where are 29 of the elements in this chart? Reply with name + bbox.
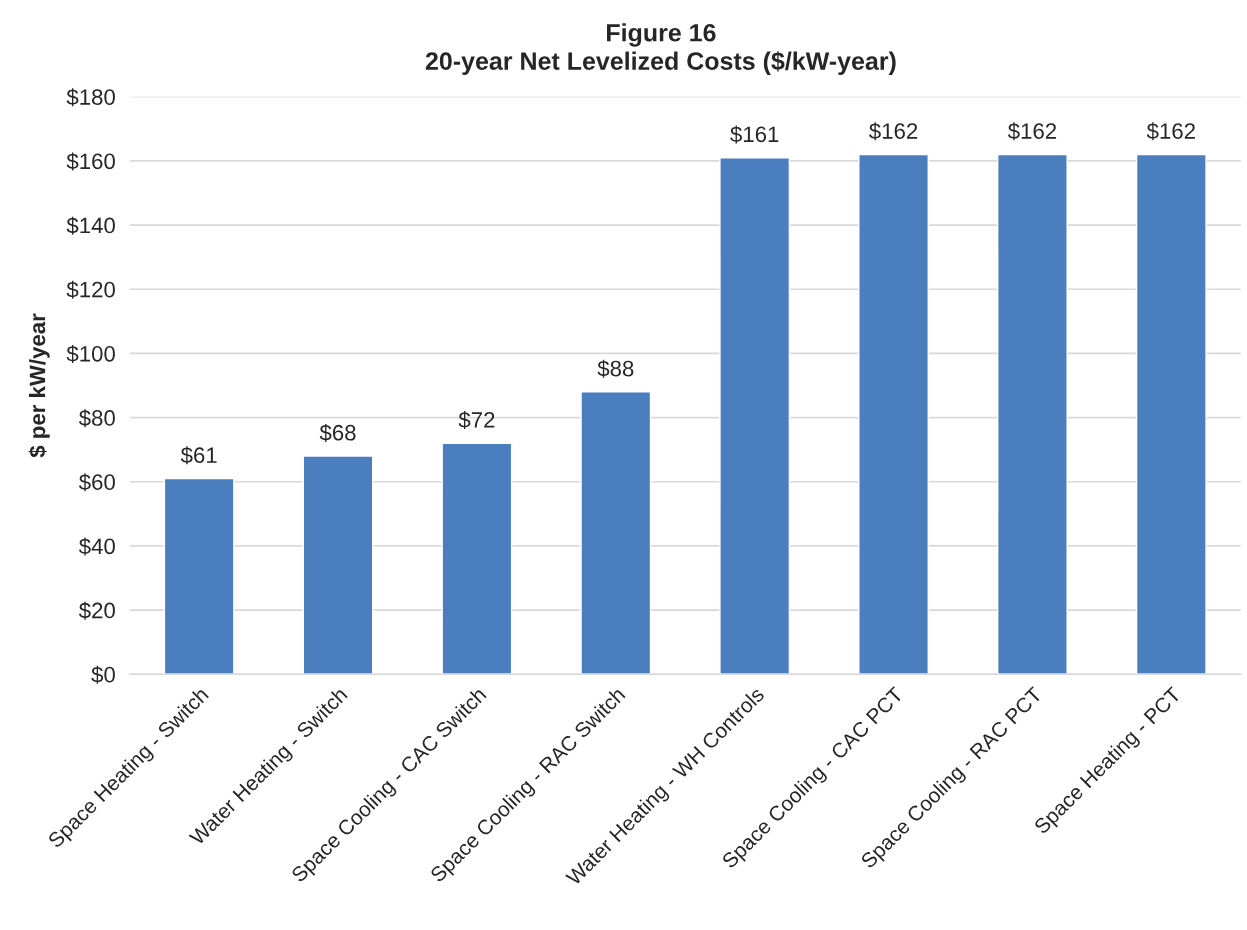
- y-tick-label: $100: [66, 345, 115, 363]
- chart-subtitle: 20-year Net Levelized Costs ($/kW-year): [425, 51, 896, 75]
- y-tick-label: $60: [78, 473, 115, 492]
- data-label: $88: [597, 359, 634, 378]
- data-label: $162: [869, 122, 918, 141]
- bar: [163, 477, 235, 675]
- data-label: $162: [1007, 122, 1057, 141]
- bar: [302, 455, 374, 675]
- bar: [1135, 153, 1207, 675]
- y-tick-label: $0: [91, 665, 115, 684]
- y-axis-title: $ per kW/year: [28, 313, 50, 458]
- y-tick-label: $40: [78, 537, 115, 556]
- y-tick-label: $140: [66, 216, 115, 235]
- data-label: $161: [730, 125, 779, 144]
- y-tick-label: $160: [66, 152, 115, 171]
- bar: [580, 391, 652, 675]
- data-label: $68: [319, 423, 356, 442]
- bar: [441, 442, 513, 675]
- bar: [858, 153, 929, 675]
- data-label: $61: [180, 446, 217, 465]
- data-label: $72: [458, 411, 495, 430]
- chart-title: Figure 16: [607, 23, 716, 47]
- y-tick-label: $120: [66, 280, 115, 299]
- y-tick-label: $80: [78, 409, 115, 428]
- bar: [719, 156, 791, 675]
- bar: [997, 153, 1068, 675]
- y-tick-label: $20: [78, 601, 115, 620]
- data-label: $162: [1146, 122, 1195, 141]
- y-tick-label: $180: [66, 88, 115, 107]
